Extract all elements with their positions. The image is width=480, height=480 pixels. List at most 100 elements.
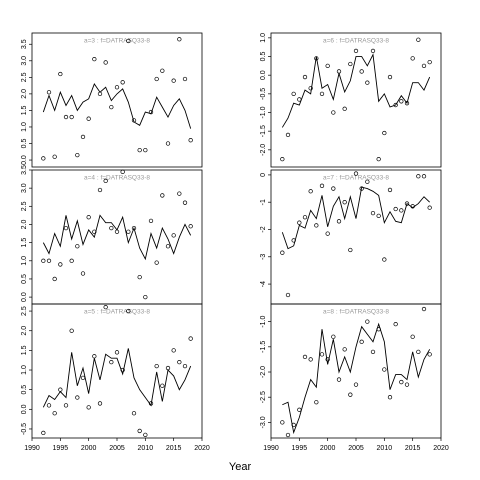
- y-tick-label: 1.5: [21, 105, 28, 115]
- data-point: [382, 367, 387, 372]
- data-point: [359, 69, 364, 74]
- data-point: [86, 116, 91, 121]
- panel-title: a=7 : f=DATRASQ33-8: [323, 175, 389, 182]
- data-point: [69, 258, 74, 263]
- x-tick-label: 2005: [348, 445, 364, 452]
- data-point: [109, 225, 114, 231]
- panel-title: a=6 : f=DATRASQ33-8: [323, 38, 389, 45]
- data-point: [410, 56, 415, 61]
- data-point: [143, 147, 148, 153]
- data-point: [97, 401, 103, 406]
- data-point: [297, 220, 302, 225]
- y-tick-label: -3: [260, 254, 267, 260]
- y-tick-label: 0.0: [21, 292, 28, 302]
- data-point: [387, 395, 393, 400]
- data-point: [86, 215, 91, 220]
- x-tick-label: 2015: [166, 445, 182, 452]
- data-point: [308, 189, 313, 194]
- data-point: [308, 86, 313, 91]
- y-tick-label: 1.0: [21, 256, 28, 266]
- fit-line: [42, 348, 192, 408]
- x-tick-label: 2020: [194, 445, 210, 452]
- panel-frame: [31, 32, 203, 168]
- data-point: [154, 260, 159, 265]
- data-point: [114, 85, 120, 90]
- data-point: [325, 357, 330, 362]
- x-tick-label: 2010: [377, 445, 393, 452]
- data-point: [280, 157, 285, 162]
- data-point: [280, 420, 285, 425]
- y-tick-label: 0.0: [21, 404, 28, 414]
- data-point: [177, 360, 182, 365]
- data-point: [382, 130, 387, 136]
- data-point: [387, 74, 393, 80]
- data-point: [365, 80, 370, 85]
- data-point: [80, 375, 86, 381]
- panel-title: a=3 : f=DATRASQ33-8: [84, 38, 150, 45]
- data-point: [46, 258, 52, 263]
- data-point: [404, 101, 410, 106]
- data-point: [171, 348, 176, 353]
- data-point: [291, 91, 296, 96]
- y-tick-label: 0: [260, 173, 267, 177]
- data-point: [370, 48, 376, 54]
- data-point: [342, 106, 347, 111]
- data-point: [188, 224, 193, 229]
- data-point: [137, 147, 142, 153]
- y-tick-label: -2.0: [260, 144, 267, 156]
- y-tick-label: 1.5: [21, 238, 28, 248]
- data-point: [103, 304, 108, 310]
- data-point: [353, 171, 359, 176]
- data-point: [126, 308, 131, 314]
- x-tick-label: 1990: [263, 445, 279, 452]
- data-point: [365, 319, 370, 324]
- y-tick-label: 3.0: [21, 183, 28, 193]
- data-point: [404, 382, 410, 387]
- y-tick-label: 0.5: [21, 139, 28, 149]
- y-tick-label: -4: [260, 281, 267, 287]
- y-tick-label: -0.5: [21, 423, 28, 435]
- y-tick-label: 2.0: [21, 326, 28, 336]
- panel-frame: [31, 169, 203, 305]
- data-point: [63, 114, 69, 120]
- data-point: [165, 141, 171, 146]
- data-point: [97, 187, 103, 193]
- data-point: [41, 156, 46, 161]
- data-point: [75, 395, 80, 400]
- data-point: [137, 428, 142, 434]
- y-tick-label: 2.0: [21, 220, 28, 230]
- y-tick-label: 0.0: [21, 155, 28, 165]
- y-tick-label: -1.0: [260, 106, 267, 118]
- data-point: [120, 169, 125, 174]
- data-point: [165, 244, 171, 249]
- data-point: [52, 276, 57, 282]
- data-point: [120, 80, 125, 85]
- data-point: [399, 99, 404, 104]
- data-point: [297, 407, 302, 412]
- y-tick-label: 0.5: [260, 52, 267, 62]
- data-point: [80, 134, 86, 140]
- data-point: [427, 205, 432, 210]
- data-point: [314, 223, 319, 228]
- data-point: [319, 183, 325, 188]
- data-point: [103, 60, 108, 65]
- data-point: [160, 193, 165, 198]
- y-tick-label: 1.0: [21, 122, 28, 132]
- x-tick-label: 2005: [109, 445, 125, 452]
- data-point: [69, 114, 74, 120]
- data-point: [393, 206, 398, 212]
- data-point: [421, 174, 427, 179]
- data-point: [126, 229, 131, 234]
- fit-line: [42, 82, 192, 129]
- data-point: [143, 432, 148, 438]
- data-point: [46, 90, 52, 95]
- x-tick-label: 2015: [405, 445, 421, 452]
- data-point: [52, 411, 57, 416]
- y-tick-label: 3.5: [21, 165, 28, 175]
- data-point: [182, 200, 188, 205]
- data-point: [131, 411, 137, 416]
- data-point: [410, 334, 415, 339]
- data-point: [336, 219, 342, 224]
- y-tick-label: -1.0: [260, 315, 267, 327]
